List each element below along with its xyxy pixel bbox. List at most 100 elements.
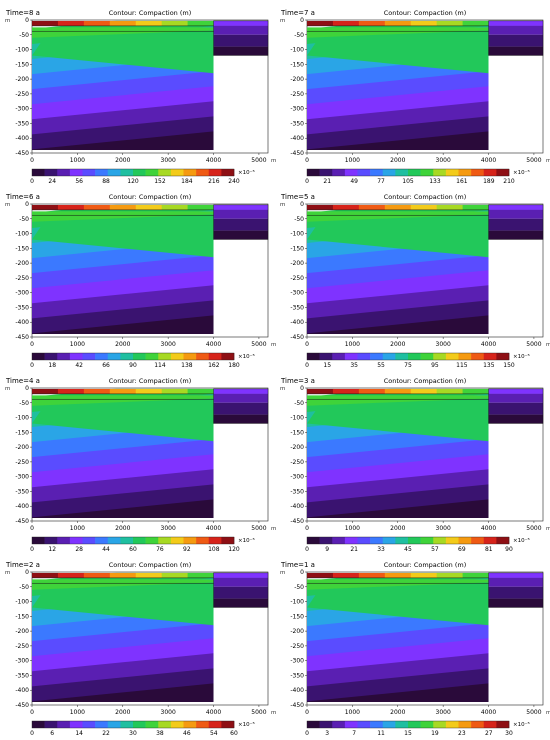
colorbar-tick-label: 216 — [208, 178, 220, 185]
y-tick-label: -300 — [290, 474, 304, 481]
x-tick-label: 0 — [30, 525, 34, 532]
y-unit-label: m — [280, 570, 285, 576]
time-label: Time=5 a — [280, 193, 315, 201]
y-tick-label: -250 — [290, 275, 304, 282]
contour-band — [57, 572, 85, 578]
contour-band — [462, 388, 489, 394]
colorbar-tick-label: 114 — [154, 362, 166, 369]
colorbar-scale-label: ×10⁻⁵ — [513, 537, 530, 544]
right-block-outline — [488, 388, 544, 424]
colorbar-segment — [208, 721, 222, 728]
colorbar-tick-label: 60 — [129, 546, 137, 553]
contour-band — [83, 388, 111, 394]
colorbar-tick-label: 152 — [154, 178, 166, 185]
contour-band — [307, 27, 489, 38]
chart-title: Contour: Compaction (m) — [384, 561, 467, 569]
contour-band — [358, 572, 386, 578]
contour-band — [135, 204, 163, 210]
contour-band — [57, 388, 85, 394]
y-tick-label: -250 — [290, 459, 304, 466]
y-tick-label: -450 — [15, 702, 29, 709]
contour-panel: Time=8 a Contour: Compaction (m) m 0 -50 -100… — [0, 4, 276, 188]
colorbar-segment — [44, 353, 58, 360]
colorbar-segment — [95, 169, 109, 176]
colorbar-tick-label: 135 — [483, 362, 495, 369]
right-block-band — [488, 230, 543, 240]
x-tick-label: 5000 — [251, 157, 266, 164]
contour-band — [57, 20, 85, 26]
colorbar-segment — [145, 169, 159, 176]
contour-band — [135, 20, 163, 26]
colorbar-frame — [31, 720, 235, 729]
colorbar-segment — [471, 169, 485, 176]
y-tick-label: -150 — [290, 245, 304, 252]
colorbar-segment — [145, 537, 159, 544]
right-block-band — [213, 388, 268, 394]
chart-title: Contour: Compaction (m) — [109, 377, 192, 385]
colorbar-tick-label: 133 — [429, 178, 441, 185]
colorbar-tick-label: 0 — [305, 730, 309, 737]
y-tick-label: -150 — [15, 613, 29, 620]
x-tick-label: 3000 — [436, 709, 451, 716]
contour-band — [410, 572, 438, 578]
contour-band — [358, 204, 386, 210]
contour-band — [307, 204, 334, 210]
colorbar-segment — [458, 537, 472, 544]
colorbar-segment — [196, 721, 210, 728]
right-block-outline — [488, 572, 544, 608]
y-unit-label: m — [5, 202, 10, 208]
colorbar-frame — [306, 168, 510, 177]
contour-band — [462, 204, 489, 210]
contour-band — [307, 579, 489, 590]
contour-band — [32, 211, 214, 222]
contour-band — [32, 28, 214, 74]
y-tick-label: -350 — [290, 304, 304, 311]
colorbar-segment — [183, 169, 197, 176]
contour-band — [83, 572, 111, 578]
colorbar-tick-label: 30 — [505, 730, 513, 737]
x-tick-label: 1000 — [345, 341, 360, 348]
colorbar-segment — [370, 169, 384, 176]
y-tick-label: -100 — [15, 599, 29, 606]
contour-band — [410, 388, 438, 394]
x-tick-label: 3000 — [161, 525, 176, 532]
contour-band — [161, 20, 189, 26]
colorbar-segment — [483, 353, 497, 360]
colorbar-tick-label: 3 — [325, 730, 329, 737]
y-tick-label: -50 — [19, 32, 29, 39]
colorbar-segment — [445, 537, 459, 544]
contour-band — [307, 396, 489, 442]
y-tick-label: -450 — [290, 334, 304, 341]
contour-band — [307, 315, 489, 335]
colorbar-segment — [133, 169, 146, 176]
y-tick-label: 0 — [300, 569, 304, 576]
colorbar-tick-label: 9 — [325, 546, 329, 553]
colorbar-tick-label: 18 — [48, 362, 56, 369]
colorbar-tick-label: 22 — [102, 730, 110, 737]
y-tick-label: -400 — [15, 687, 29, 694]
colorbar-segment — [433, 353, 447, 360]
colorbar-segment — [307, 721, 320, 728]
colorbar-tick-label: 21 — [350, 546, 358, 553]
x-tick-label: 2000 — [390, 341, 405, 348]
y-tick-label: -200 — [290, 628, 304, 635]
contour-panel: Time=7 a Contour: Compaction (m) m 0 -50 -100… — [275, 4, 550, 188]
colorbar-segment — [445, 353, 459, 360]
colorbar-tick-label: 60 — [230, 730, 238, 737]
contour-band — [436, 204, 464, 210]
chart-title: Contour: Compaction (m) — [109, 561, 192, 569]
colorbar-scale-label: ×10⁻⁵ — [513, 721, 530, 728]
contour-band — [109, 204, 137, 210]
right-block-band — [213, 20, 268, 26]
right-block-band — [488, 598, 543, 608]
x-tick-label: 1000 — [345, 709, 360, 716]
colorbar-segment — [95, 537, 109, 544]
colorbar-segment — [57, 169, 71, 176]
right-block-band — [213, 577, 268, 587]
contour-panel: Time=6 a Contour: Compaction (m) m 0 -50 -100… — [0, 188, 276, 372]
x-tick-label: 5000 — [251, 709, 266, 716]
colorbar-segment — [319, 169, 333, 176]
y-tick-label: -50 — [19, 584, 29, 591]
x-unit-label: m — [271, 710, 276, 716]
y-tick-label: -100 — [15, 415, 29, 422]
